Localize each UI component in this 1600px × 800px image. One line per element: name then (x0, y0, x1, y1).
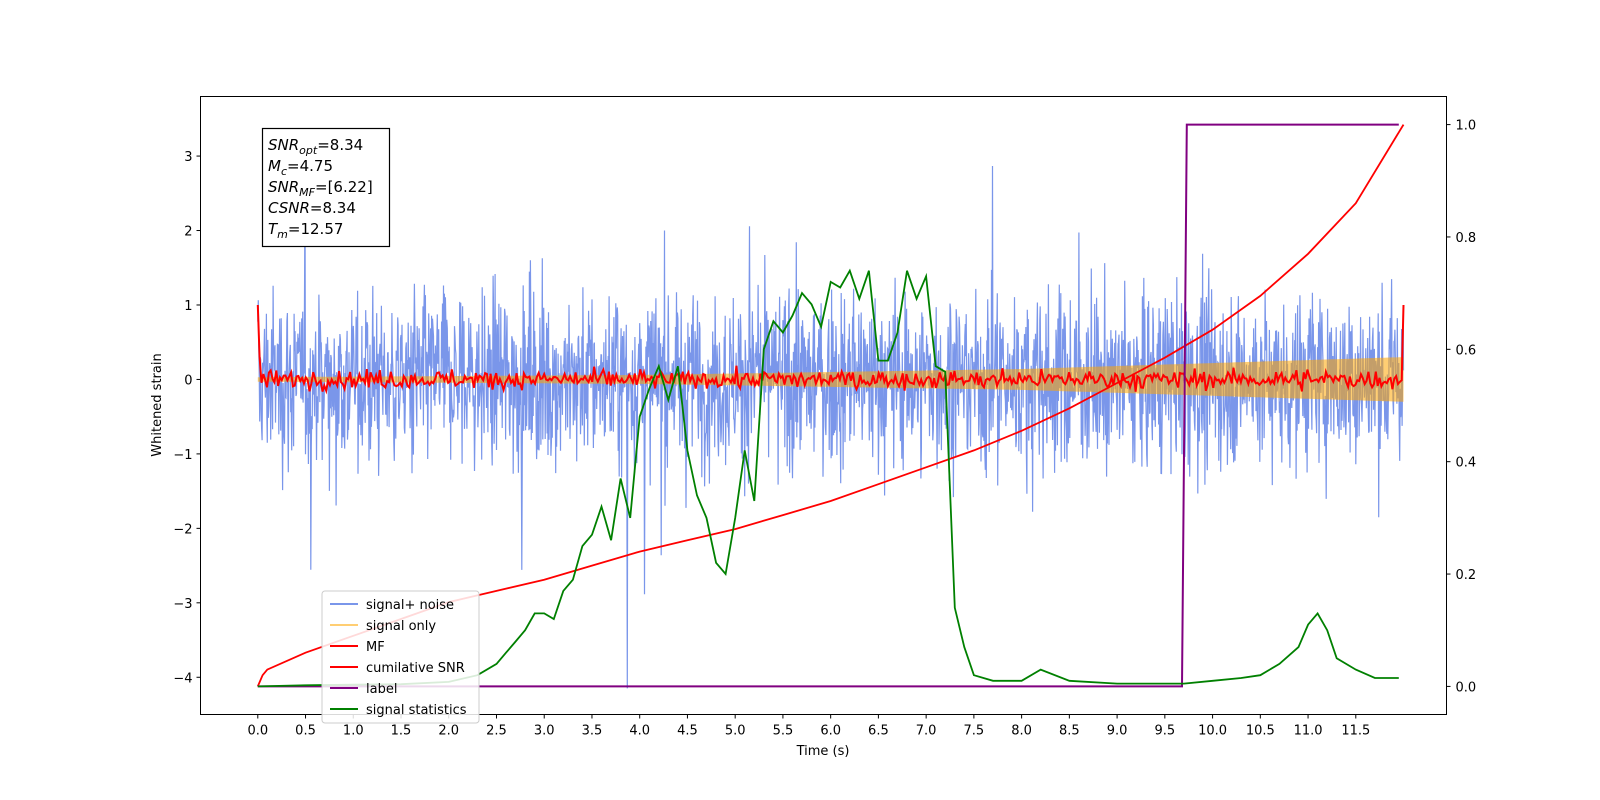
annotation-line: Mc=4.75 (268, 157, 333, 178)
annotation-line: Tm=12.57 (268, 220, 343, 241)
y-right-tick-label: 0.0 (1456, 680, 1477, 695)
x-axis-label: Time (s) (796, 744, 850, 759)
x-tick-label: 9.5 (1154, 724, 1175, 739)
x-axis: 0.0 0.5 1.0 1.5 2.0 2.5 3.0 3.5 4.0 4.5 5.0 5.5 6.0 6… (247, 714, 1370, 739)
x-tick-label: 0.5 (295, 724, 316, 739)
x-tick-label: 6.5 (868, 724, 889, 739)
y-right-tick-label: 0.6 (1456, 343, 1477, 358)
mf-line (256, 304, 1405, 395)
annotation-line: SNRopt=8.34 (268, 136, 363, 157)
x-tick-label: 6.0 (820, 724, 841, 739)
series-signal-noise (257, 165, 1405, 689)
annotation-frame (261, 127, 391, 248)
x-tick-label: 5.5 (773, 724, 794, 739)
legend-label: signal+ noise (366, 598, 454, 613)
x-tick-label: 11.0 (1294, 724, 1323, 739)
legend-frame (321, 590, 480, 724)
x-tick-label: 10.0 (1198, 724, 1227, 739)
x-tick-label: 11.5 (1341, 724, 1370, 739)
x-tick-label: 3.0 (534, 724, 555, 739)
plot-frame (200, 96, 1447, 715)
y-right-tick-label: 0.4 (1456, 456, 1477, 471)
signal-noise-line (257, 165, 1405, 689)
y-left-tick-label: 2 (184, 225, 192, 240)
x-tick-label: 9.0 (1107, 724, 1128, 739)
x-tick-label: 7.0 (916, 724, 937, 739)
x-tick-label: 7.5 (964, 724, 985, 739)
series-label (257, 123, 1399, 688)
x-tick-label: 1.5 (391, 724, 412, 739)
y-left-tick-label: −1 (173, 448, 192, 463)
y-left-tick-label: −4 (173, 671, 192, 686)
y-right-tick-label: 1.0 (1456, 119, 1477, 134)
y-left-tick-label: 1 (184, 299, 192, 314)
y-left-tick-label: 3 (184, 150, 192, 165)
signal-statistics-line (257, 268, 1399, 688)
x-tick-label: 2.5 (486, 724, 507, 739)
y-axis-right: 1.0 0.8 0.6 0.4 0.2 0.0 (1446, 119, 1477, 695)
y-left-tick-label: −2 (173, 522, 192, 537)
annotation-line: SNRMF=[6.22] (268, 178, 373, 199)
legend-label: signal statistics (366, 703, 467, 718)
y-axis-label: Whitened strain (150, 353, 165, 456)
legend: signal+ noise signal only MF cumilative SNR… (321, 590, 480, 724)
x-tick-label: 3.5 (582, 724, 603, 739)
legend-label: signal only (366, 619, 436, 634)
x-tick-label: 10.5 (1246, 724, 1275, 739)
y-axis-left: 3 2 1 0 −1 −2 −3 −4 (173, 150, 201, 686)
label-line (257, 123, 1399, 688)
legend-label: cumilative SNR (366, 661, 465, 676)
x-tick-label: 2.0 (438, 724, 459, 739)
series-signal-statistics (257, 268, 1399, 688)
x-tick-label: 5.0 (725, 724, 746, 739)
x-tick-label: 4.0 (629, 724, 650, 739)
series-mf (256, 304, 1405, 395)
x-tick-label: 1.0 (343, 724, 364, 739)
x-tick-label: 0.0 (247, 724, 268, 739)
y-right-tick-label: 0.8 (1456, 231, 1477, 246)
legend-label: label (366, 682, 397, 697)
x-tick-label: 8.0 (1011, 724, 1032, 739)
y-left-tick-label: 0 (184, 373, 192, 388)
legend-label: MF (366, 640, 385, 655)
y-left-tick-label: −3 (173, 597, 192, 612)
y-right-tick-label: 0.2 (1456, 568, 1477, 583)
x-tick-label: 4.5 (677, 724, 698, 739)
x-tick-label: 8.5 (1059, 724, 1080, 739)
annotation-line: CSNR=8.34 (268, 199, 356, 217)
